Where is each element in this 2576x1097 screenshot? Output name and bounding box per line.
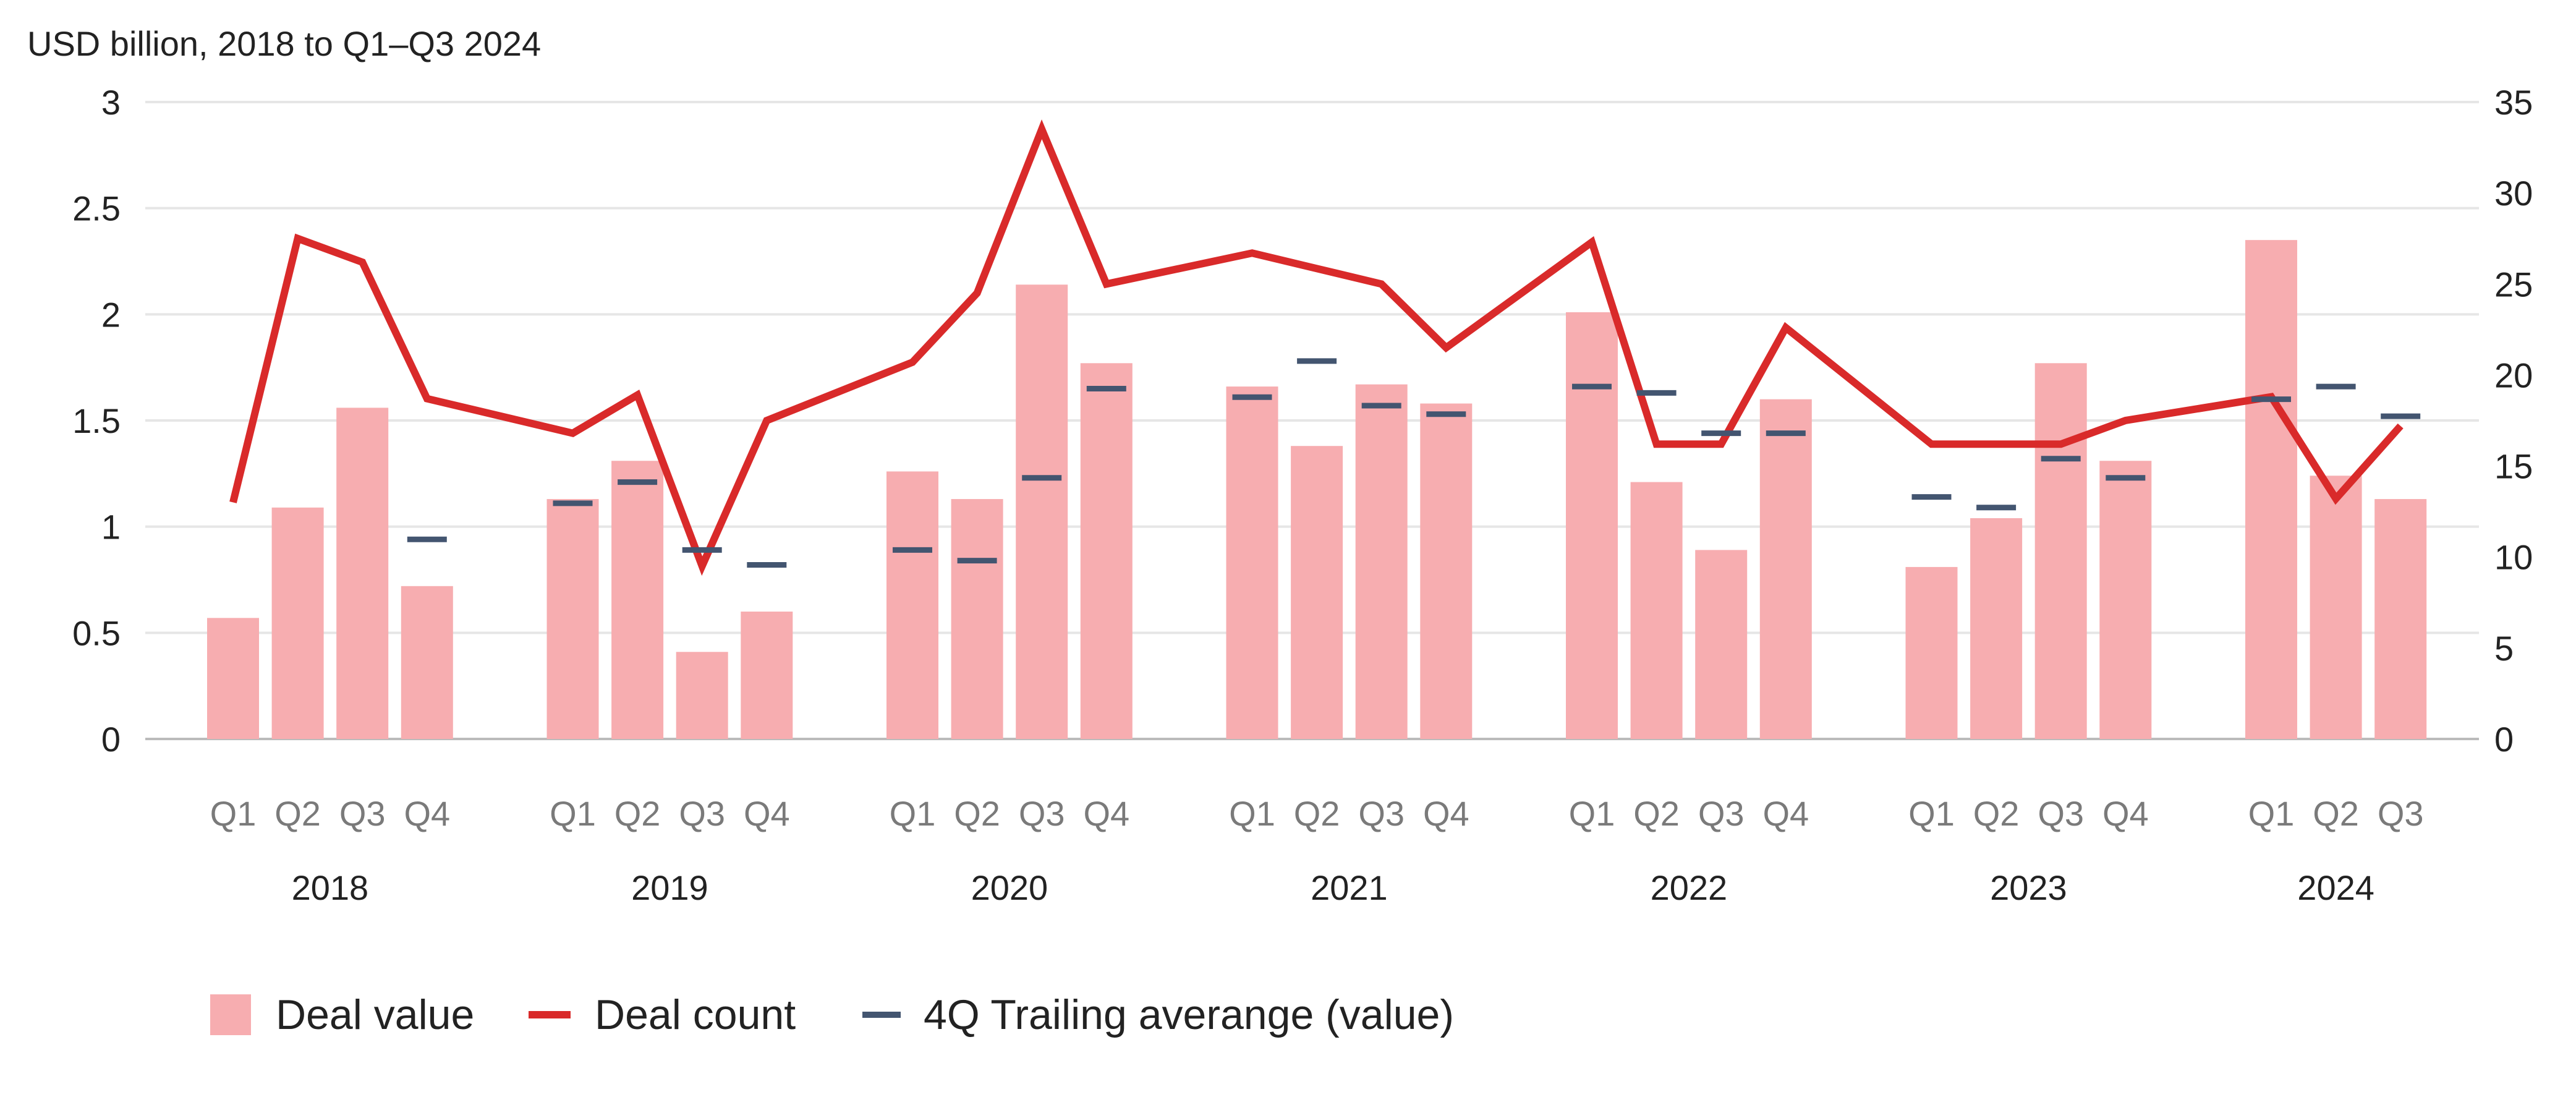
year-label: 2019: [631, 868, 708, 907]
bar-deal-value: [1016, 284, 1068, 739]
year-label: 2021: [1311, 868, 1388, 907]
legend-label-deal-count: Deal count: [595, 991, 796, 1038]
quarter-label: Q4: [1762, 794, 1809, 833]
left-tick-label: 1: [101, 508, 121, 547]
left-axis: 0 0.5 1 1.5 2 2.5 3: [72, 83, 121, 759]
bar-deal-value: [401, 586, 453, 739]
bar-deal-value: [741, 612, 793, 739]
bar-deal-value: [1695, 550, 1748, 739]
bar-deal-value: [1759, 399, 1812, 739]
quarter-label: Q4: [2102, 794, 2149, 833]
bar-deal-value: [1566, 312, 1618, 739]
bar-deal-value: [2374, 499, 2427, 739]
bar-deal-value: [1226, 386, 1278, 739]
quarter-label: Q4: [1423, 794, 1469, 833]
legend-label-deal-value: Deal value: [276, 991, 474, 1038]
legend-label-trailing-average: 4Q Trailing averange (value): [924, 991, 1454, 1038]
quarter-label: Q1: [210, 794, 257, 833]
quarter-label: Q1: [890, 794, 936, 833]
bar-deal-value: [546, 499, 599, 739]
bar-deal-value: [271, 507, 324, 739]
quarter-label: Q3: [1358, 794, 1405, 833]
chart-title: USD billion, 2018 to Q1–Q3 2024: [27, 24, 541, 63]
bar-deal-value: [336, 408, 389, 739]
quarter-label: Q2: [2313, 794, 2359, 833]
quarter-label: Q2: [954, 794, 1000, 833]
quarter-label: Q4: [744, 794, 790, 833]
right-axis: 0 5 10 15 20 25 30 35: [2494, 83, 2533, 759]
year-label: 2024: [2297, 868, 2374, 907]
bar-deal-value: [2099, 461, 2152, 739]
bar-deal-value: [207, 618, 259, 739]
bar-deal-value: [2245, 240, 2297, 740]
bar-deal-value: [1630, 482, 1683, 739]
legend: Deal value Deal count 4Q Trailing averan…: [210, 991, 1454, 1038]
quarter-label: Q1: [2248, 794, 2295, 833]
quarter-label: Q3: [2038, 794, 2084, 833]
quarter-label: Q2: [1294, 794, 1340, 833]
right-tick-label: 35: [2494, 83, 2533, 122]
quarter-label: Q1: [1229, 794, 1275, 833]
right-tick-label: 10: [2494, 538, 2533, 577]
left-tick-label: 2: [101, 295, 121, 334]
quarter-label: Q4: [1083, 794, 1129, 833]
line-deal-count: [229, 119, 2404, 576]
right-tick-label: 30: [2494, 174, 2533, 213]
bar-deal-value: [1080, 363, 1133, 739]
year-label: 2022: [1651, 868, 1728, 907]
left-tick-label: 3: [101, 83, 121, 122]
x-axis: Q1 Q2 Q3 Q4 Q1 Q2 Q3 Q4 Q1 Q2 Q3 Q4 Q1 Q2 Q3 Q4 Q1 Q2 Q3 Q4…: [210, 794, 2424, 907]
left-tick-label: 0: [101, 720, 121, 759]
quarter-label: Q3: [2378, 794, 2424, 833]
legend-swatch-deal-value: [210, 994, 251, 1035]
bar-deal-value: [1420, 403, 1473, 739]
quarter-label: Q2: [1633, 794, 1680, 833]
bar-deal-value: [886, 471, 938, 739]
year-label: 2023: [1990, 868, 2067, 907]
quarter-label: Q2: [1973, 794, 2020, 833]
bar-deal-value: [1291, 446, 1343, 739]
quarter-label: Q1: [1908, 794, 1955, 833]
left-tick-label: 2.5: [72, 189, 121, 228]
bar-deal-value: [1970, 518, 2023, 739]
right-tick-label: 0: [2494, 720, 2514, 759]
quarter-label: Q3: [339, 794, 386, 833]
quarter-label: Q3: [1698, 794, 1745, 833]
right-tick-label: 5: [2494, 629, 2514, 668]
right-tick-label: 15: [2494, 447, 2533, 486]
quarter-label: Q1: [1569, 794, 1615, 833]
year-label: 2020: [971, 868, 1048, 907]
left-tick-label: 0.5: [72, 613, 121, 652]
bar-deal-value: [1355, 384, 1408, 739]
quarter-label: Q4: [404, 794, 450, 833]
bar-deal-value: [1905, 566, 1958, 739]
deal-value-bars: [207, 240, 2427, 740]
right-tick-label: 25: [2494, 265, 2533, 304]
quarter-label: Q1: [550, 794, 596, 833]
trailing-average-markers: [407, 358, 2421, 568]
left-tick-label: 1.5: [72, 401, 121, 440]
quarter-label: Q2: [274, 794, 321, 833]
deal-count-line: [229, 119, 2404, 576]
bar-deal-value: [611, 461, 664, 739]
bar-deal-value: [2310, 476, 2362, 739]
quarter-label: Q3: [1019, 794, 1065, 833]
right-tick-label: 20: [2494, 356, 2533, 395]
bar-deal-value: [951, 499, 1003, 739]
year-label: 2018: [292, 868, 369, 907]
quarter-label: Q3: [679, 794, 725, 833]
bar-deal-value: [2034, 363, 2087, 739]
bar-deal-value: [676, 652, 728, 739]
quarter-label: Q2: [614, 794, 661, 833]
